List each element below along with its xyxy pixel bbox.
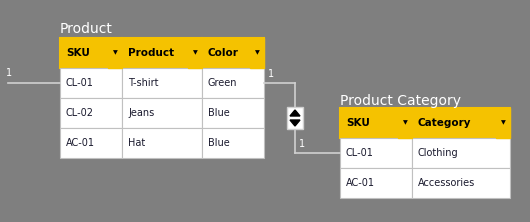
Text: Blue: Blue — [208, 138, 229, 148]
Bar — [122, 128, 202, 158]
Polygon shape — [290, 120, 300, 126]
Text: 1: 1 — [268, 69, 274, 79]
Text: ▼: ▼ — [112, 50, 117, 56]
Bar — [122, 98, 202, 128]
Text: 1: 1 — [6, 68, 12, 78]
Text: Category: Category — [418, 118, 472, 128]
Bar — [250, 38, 264, 68]
Text: SKU: SKU — [346, 118, 370, 128]
Bar — [60, 128, 122, 158]
Bar — [202, 38, 264, 68]
Text: Jeans: Jeans — [128, 108, 154, 118]
Bar — [202, 68, 264, 98]
Text: SKU: SKU — [66, 48, 90, 58]
Text: 1: 1 — [299, 139, 305, 149]
Bar — [496, 108, 510, 138]
Bar — [398, 108, 412, 138]
Bar — [340, 108, 412, 138]
Bar — [287, 107, 303, 129]
Text: Blue: Blue — [208, 108, 229, 118]
Bar — [60, 38, 122, 68]
Bar — [108, 38, 122, 68]
Text: AC-01: AC-01 — [66, 138, 95, 148]
Polygon shape — [290, 110, 300, 116]
Text: ▼: ▼ — [192, 50, 197, 56]
Bar — [412, 108, 510, 138]
Bar — [202, 128, 264, 158]
Text: ▼: ▼ — [501, 121, 506, 125]
Text: T-shirt: T-shirt — [128, 78, 158, 88]
Bar — [188, 38, 202, 68]
Text: Green: Green — [208, 78, 237, 88]
Bar — [122, 38, 202, 68]
Text: Product: Product — [60, 22, 113, 36]
Bar — [60, 98, 122, 128]
Text: CL-02: CL-02 — [66, 108, 94, 118]
Text: ▼: ▼ — [254, 50, 259, 56]
Text: Color: Color — [208, 48, 239, 58]
Text: Hat: Hat — [128, 138, 145, 148]
Bar — [122, 68, 202, 98]
Text: Accessories: Accessories — [418, 178, 475, 188]
Text: Clothing: Clothing — [418, 148, 458, 158]
Bar — [340, 138, 412, 168]
Bar — [340, 168, 412, 198]
Text: AC-01: AC-01 — [346, 178, 375, 188]
Text: Product: Product — [128, 48, 174, 58]
Bar — [412, 168, 510, 198]
Bar — [412, 138, 510, 168]
Text: CL-01: CL-01 — [66, 78, 94, 88]
Text: ▼: ▼ — [403, 121, 408, 125]
Text: CL-01: CL-01 — [346, 148, 374, 158]
Bar — [202, 98, 264, 128]
Bar — [60, 68, 122, 98]
Text: Product Category: Product Category — [340, 94, 461, 108]
